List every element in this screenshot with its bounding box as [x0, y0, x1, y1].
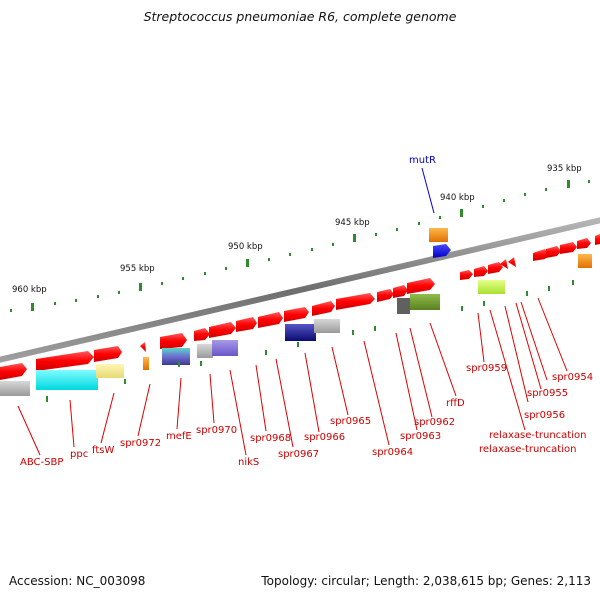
gene-arrow: [209, 322, 236, 338]
grey-bar: [197, 344, 213, 358]
gene-arrow: [460, 270, 473, 280]
gene-label: spr0970: [196, 425, 237, 436]
ruler-ticks: [10, 180, 590, 312]
cyan-bar: [36, 370, 98, 390]
gene-label: ppc: [70, 449, 88, 460]
genome-backbone: [0, 217, 600, 363]
teal-bar: [162, 348, 190, 365]
gene-arrow: [336, 293, 375, 310]
gene-label: relaxase-truncation: [489, 430, 586, 441]
gene-arrow: [194, 328, 210, 341]
gene-arrow: [560, 242, 577, 254]
gene-label: rffD: [446, 398, 465, 409]
gene-label: nikS: [238, 457, 259, 468]
gene-arrow: [160, 333, 187, 349]
gene-arrow: [500, 259, 508, 269]
gene-label: spr0962: [414, 417, 455, 428]
orange-bar: [143, 357, 149, 370]
gene-arrow: [258, 312, 283, 328]
gene-label: spr0963: [400, 431, 441, 442]
gene-label: ABC-SBP: [20, 457, 63, 468]
olive-bar: [397, 298, 410, 314]
accession-text: Accession: NC_003098: [9, 574, 146, 588]
navy-bar: [285, 324, 316, 341]
gene-arrow: [284, 307, 309, 322]
olive-bar: [410, 294, 440, 310]
mutR-gene-arrow: [433, 244, 451, 258]
gene-label: spr0967: [278, 449, 319, 460]
ruler-label: 940 kbp: [440, 193, 475, 203]
gene-label: spr0955: [527, 388, 568, 399]
ruler-label: 960 kbp: [12, 285, 47, 295]
gene-label: spr0956: [524, 410, 565, 421]
grey-bar: [314, 319, 340, 333]
gene-label: mefE: [166, 431, 192, 442]
gene-arrow: [377, 289, 394, 302]
orange-bar: [429, 228, 448, 242]
gene-arrow: [36, 351, 94, 371]
gene-arrow: [236, 317, 257, 332]
grey-bar: [0, 381, 30, 396]
ruler-label: 945 kbp: [335, 218, 370, 228]
gene-arrow: [393, 285, 408, 298]
lime-bar: [478, 280, 505, 294]
gene-arrow: [312, 301, 335, 316]
mutR-leader: [421, 167, 435, 214]
gene-label: mutR: [409, 155, 436, 166]
gene-label: spr0972: [120, 438, 161, 449]
gene-arrow: [488, 262, 503, 274]
forward-genes: [0, 234, 600, 380]
gene-label: spr0959: [466, 363, 507, 374]
yellow-bar: [96, 364, 124, 378]
gene-label: spr0964: [372, 447, 413, 458]
ruler-label: 935 kbp: [547, 164, 582, 174]
ruler-label: 950 kbp: [228, 242, 263, 252]
gene-arrow: [94, 346, 122, 362]
gene-arrow: [474, 266, 488, 277]
gene-arrow: [546, 246, 561, 258]
ruler-label: 955 kbp: [120, 264, 155, 274]
gene-label: ftsW: [92, 445, 114, 456]
gene-arrow: [595, 234, 600, 245]
gene-arrow: [407, 278, 435, 294]
gene-arrow: [533, 249, 549, 261]
gene-label: spr0968: [250, 433, 291, 444]
gene-arrow: [508, 257, 516, 267]
gene-arrow: [0, 363, 27, 380]
gene-label: spr0954: [552, 372, 593, 383]
gene-arrow: [577, 238, 591, 249]
gene-label: relaxase-truncation: [479, 444, 576, 455]
gene-label: spr0965: [330, 416, 371, 427]
genome-summary-text: Topology: circular; Length: 2,038,615 bp…: [261, 574, 591, 588]
purple-bar: [212, 340, 238, 356]
gene-label: spr0966: [304, 432, 345, 443]
orange-bar: [578, 254, 592, 268]
gene-arrow: [140, 342, 146, 352]
annotation-bars: [0, 228, 592, 396]
page-title: Streptococcus pneumoniae R6, complete ge…: [143, 9, 457, 24]
